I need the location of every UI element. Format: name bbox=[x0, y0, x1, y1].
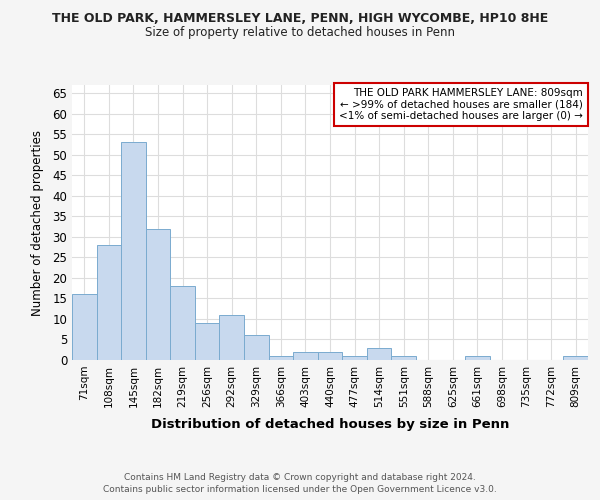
Bar bbox=[465, 356, 490, 360]
Bar bbox=[342, 356, 367, 360]
Bar bbox=[195, 323, 220, 360]
Bar bbox=[318, 352, 342, 360]
Bar bbox=[244, 336, 269, 360]
X-axis label: Distribution of detached houses by size in Penn: Distribution of detached houses by size … bbox=[151, 418, 509, 431]
Bar bbox=[170, 286, 195, 360]
Bar bbox=[391, 356, 416, 360]
Bar bbox=[367, 348, 391, 360]
Y-axis label: Number of detached properties: Number of detached properties bbox=[31, 130, 44, 316]
Bar bbox=[146, 228, 170, 360]
Bar bbox=[269, 356, 293, 360]
Bar bbox=[121, 142, 146, 360]
Bar bbox=[563, 356, 588, 360]
Bar bbox=[97, 245, 121, 360]
Bar bbox=[72, 294, 97, 360]
Text: THE OLD PARK HAMMERSLEY LANE: 809sqm
← >99% of detached houses are smaller (184): THE OLD PARK HAMMERSLEY LANE: 809sqm ← >… bbox=[339, 88, 583, 121]
Bar bbox=[220, 315, 244, 360]
Text: Size of property relative to detached houses in Penn: Size of property relative to detached ho… bbox=[145, 26, 455, 39]
Text: THE OLD PARK, HAMMERSLEY LANE, PENN, HIGH WYCOMBE, HP10 8HE: THE OLD PARK, HAMMERSLEY LANE, PENN, HIG… bbox=[52, 12, 548, 26]
Text: Contains public sector information licensed under the Open Government Licence v3: Contains public sector information licen… bbox=[103, 485, 497, 494]
Bar bbox=[293, 352, 318, 360]
Text: Contains HM Land Registry data © Crown copyright and database right 2024.: Contains HM Land Registry data © Crown c… bbox=[124, 472, 476, 482]
